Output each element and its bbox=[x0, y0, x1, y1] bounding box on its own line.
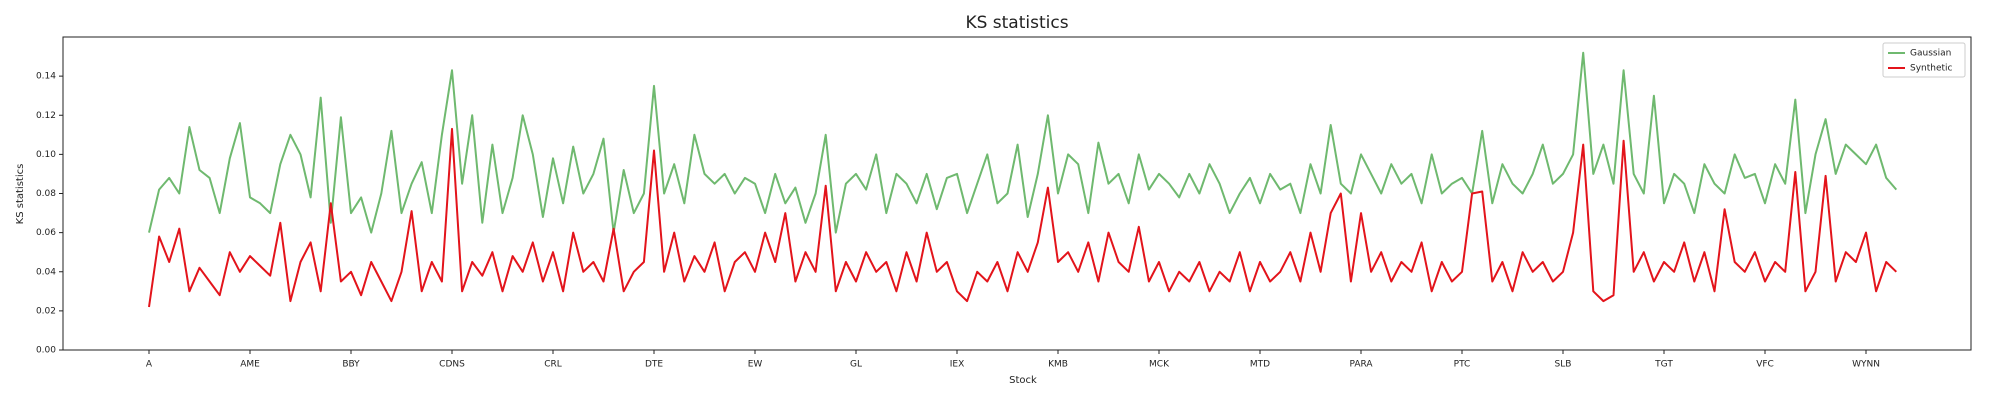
x-tick-label: VFC bbox=[1756, 360, 1774, 370]
series-line bbox=[148, 51, 1898, 234]
x-tick-label: GL bbox=[850, 360, 862, 370]
x-tick-label: CRL bbox=[544, 360, 562, 370]
y-tick-label: 0.06 bbox=[36, 228, 56, 238]
legend-label: Gaussian bbox=[1910, 49, 1951, 59]
x-tick-label: MTD bbox=[1250, 360, 1270, 370]
x-tick-label: WYNN bbox=[1852, 360, 1880, 370]
x-tick-label: CDNS bbox=[439, 360, 465, 370]
x-tick-label: SLB bbox=[1555, 360, 1572, 370]
x-tick-label: MCK bbox=[1149, 360, 1170, 370]
y-tick-label: 0.08 bbox=[36, 189, 56, 199]
x-tick-label: EW bbox=[748, 360, 763, 370]
y-axis-label: KS statistics bbox=[15, 164, 26, 225]
x-axis-label: Stock bbox=[1009, 375, 1037, 386]
y-tick-label: 0.00 bbox=[36, 346, 56, 356]
x-tick-label: PARA bbox=[1349, 360, 1373, 370]
x-tick-label: PTC bbox=[1454, 360, 1471, 370]
series-line bbox=[148, 127, 1897, 308]
x-tick-label: KMB bbox=[1048, 360, 1068, 370]
y-tick-label: 0.04 bbox=[36, 267, 56, 277]
y-tick-label: 0.10 bbox=[36, 150, 56, 160]
y-tick-label: 0.02 bbox=[36, 306, 56, 316]
chart-title: KS statistics bbox=[965, 13, 1068, 33]
x-tick-label: AME bbox=[240, 360, 260, 370]
x-tick-label: TGT bbox=[1654, 360, 1673, 370]
x-tick-label: IEX bbox=[950, 360, 965, 370]
x-tick-label: BBY bbox=[342, 360, 360, 370]
legend: Gaussian Synthetic bbox=[1882, 42, 1966, 78]
y-tick-label: 0.14 bbox=[36, 72, 56, 82]
x-tick-label: DTE bbox=[645, 360, 663, 370]
y-tick-label: 0.12 bbox=[36, 111, 56, 121]
x-tick-label: A bbox=[146, 360, 153, 370]
legend-label: Synthetic bbox=[1910, 64, 1953, 74]
